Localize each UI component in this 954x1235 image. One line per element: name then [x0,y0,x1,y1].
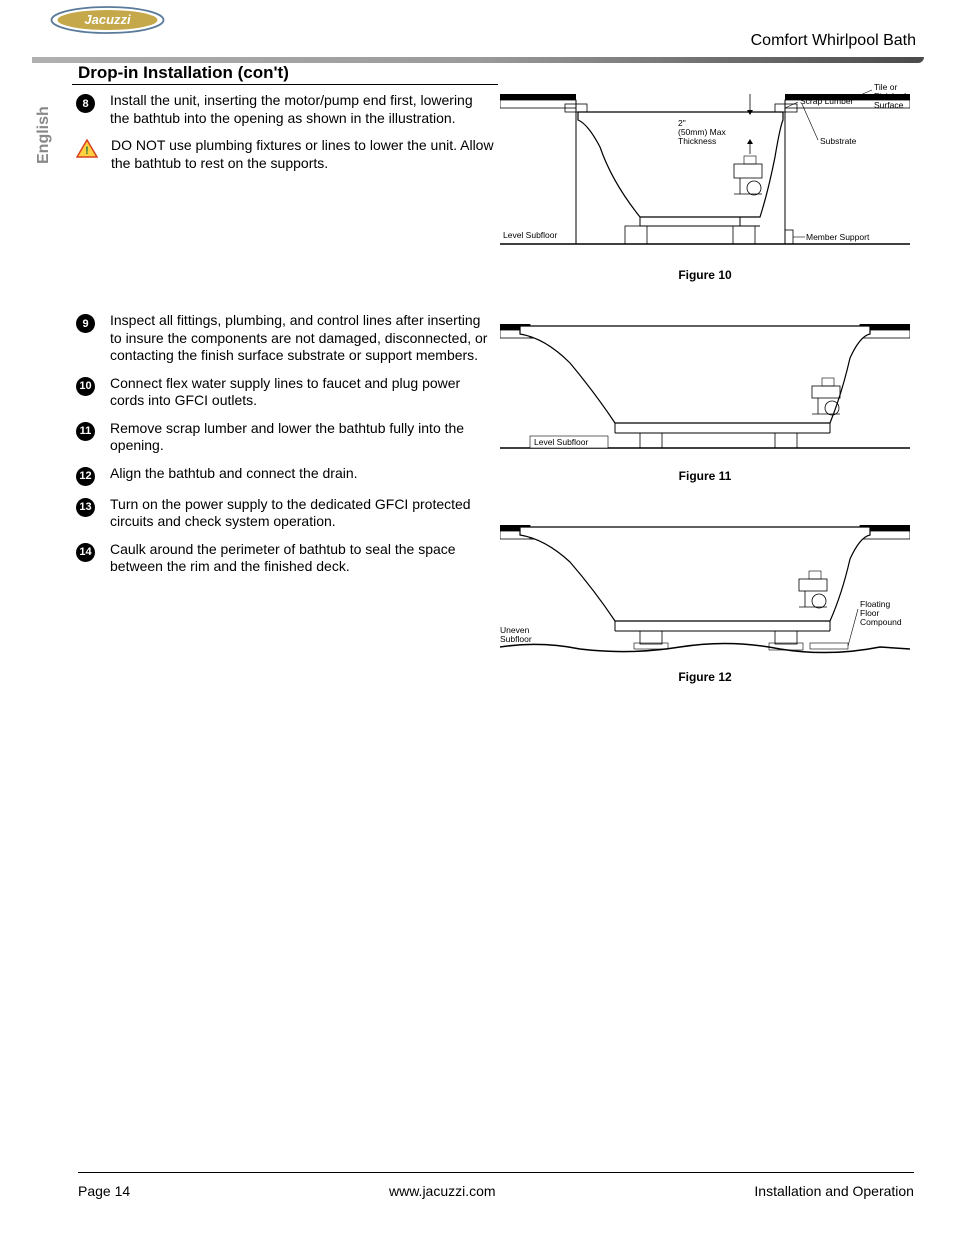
step-text: Inspect all fittings, plumbing, and cont… [110,312,494,365]
figure-11: Level Subfloor Figure 11 [500,308,910,483]
figure-caption: Figure 11 [500,469,910,483]
figure-12: Uneven Subfloor Floating Floor Compound … [500,509,910,684]
step-14: 14 Caulk around the perimeter of bathtub… [76,541,494,576]
title-underline [72,84,498,85]
step-badge: 8 [76,94,95,113]
step-text: Remove scrap lumber and lower the bathtu… [110,420,494,455]
header-title: Comfort Whirlpool Bath [751,32,916,50]
svg-text:Subfloor: Subfloor [500,634,532,644]
step-text: Turn on the power supply to the dedicate… [110,496,494,531]
figure-caption: Figure 12 [500,670,910,684]
step-badge: 12 [76,467,95,486]
svg-text:Member Support: Member Support [806,232,870,242]
page-footer: Page 14 www.jacuzzi.com Installation and… [78,1172,914,1199]
step-12: 12 Align the bathtub and connect the dra… [76,465,494,486]
svg-text:Compound: Compound [860,617,902,627]
step-text: Align the bathtub and connect the drain. [110,465,358,483]
step-text: Install the unit, inserting the motor/pu… [110,92,494,127]
step-text: Caulk around the perimeter of bathtub to… [110,541,494,576]
step-8: 8 Install the unit, inserting the motor/… [76,92,494,127]
svg-text:Level Subfloor: Level Subfloor [503,230,558,240]
brand-logo: Jacuzzi [50,6,165,34]
svg-text:Surface: Surface [874,100,904,110]
step-text: DO NOT use plumbing fixtures or lines to… [111,137,494,172]
svg-text:Substrate: Substrate [820,136,857,146]
svg-text:Thickness: Thickness [678,136,716,146]
step-badge: 13 [76,498,95,517]
section-title: Drop-in Installation (con't) [78,63,289,83]
svg-text:Level Subfloor: Level Subfloor [534,437,589,447]
figure-caption: Figure 10 [500,268,910,282]
footer-url: www.jacuzzi.com [389,1183,496,1199]
figure-10: Level Subfloor 2" (50mm) Max Thickness S… [500,82,910,282]
svg-text:Jacuzzi: Jacuzzi [84,12,131,27]
step-badge: 10 [76,377,95,396]
footer-page: Page 14 [78,1183,130,1199]
step-11: 11 Remove scrap lumber and lower the bat… [76,420,494,455]
step-warning: ! DO NOT use plumbing fixtures or lines … [76,137,494,172]
steps-column: 8 Install the unit, inserting the motor/… [76,92,494,586]
svg-text:!: ! [85,145,89,157]
svg-text:Scrap Lumber: Scrap Lumber [800,96,854,106]
figures-column: Level Subfloor 2" (50mm) Max Thickness S… [500,82,910,710]
footer-section: Installation and Operation [754,1183,914,1199]
warning-icon: ! [76,139,98,159]
step-text: Connect flex water supply lines to fauce… [110,375,494,410]
step-9: 9 Inspect all fittings, plumbing, and co… [76,312,494,365]
language-tab: English [26,80,62,190]
step-badge: 11 [76,422,95,441]
step-13: 13 Turn on the power supply to the dedic… [76,496,494,531]
step-10: 10 Connect flex water supply lines to fa… [76,375,494,410]
step-badge: 9 [76,314,95,333]
step-badge: 14 [76,543,95,562]
